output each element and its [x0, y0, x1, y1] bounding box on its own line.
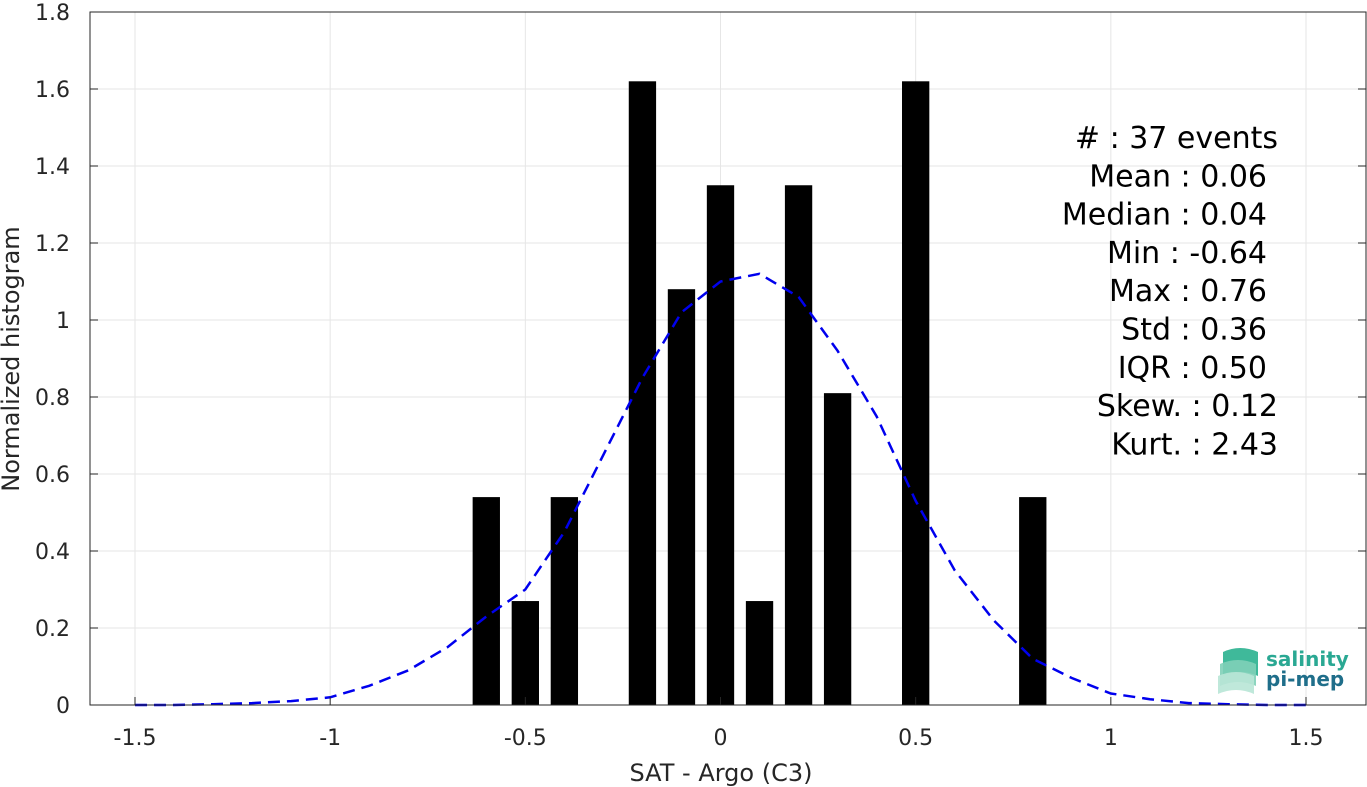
stat-line: IQR : 0.50: [1118, 351, 1267, 386]
stat-line: Std : 0.36: [1121, 313, 1267, 348]
histogram-bar: [1019, 497, 1047, 705]
x-tick-label: 0.5: [898, 726, 933, 751]
y-tick-label: 0.8: [35, 386, 70, 411]
histogram-bar: [472, 497, 500, 705]
x-tick-label: 1: [1104, 726, 1118, 751]
y-tick-labels: 0 0.2 0.4 0.6 0.8 1 1.2 1.4 1.6 1.8: [35, 1, 70, 719]
ticks: [90, 11, 1366, 706]
logo-line1: salinity: [1266, 647, 1349, 671]
x-tick-label: -0.5: [504, 726, 547, 751]
stat-line: Min : -0.64: [1107, 236, 1267, 271]
y-tick-label: 0: [56, 694, 70, 719]
salinity-pimep-logo: salinity pi-mep: [1218, 647, 1349, 694]
histogram-bar: [550, 497, 579, 705]
x-tick-label: -1: [319, 726, 341, 751]
stat-line: Median : 0.04: [1062, 198, 1267, 233]
x-tick-label: 1.5: [1289, 726, 1324, 751]
histogram-bar: [784, 185, 813, 705]
histogram-bar: [902, 81, 930, 706]
axes-box: [89, 11, 1367, 706]
stat-line: # : 37 events: [1075, 121, 1278, 156]
bars: [472, 81, 1047, 706]
y-tick-label: 1.8: [35, 1, 70, 26]
stat-line: Skew. : 0.12: [1097, 389, 1278, 424]
stat-line: Max : 0.76: [1109, 274, 1267, 309]
stat-line: Mean : 0.06: [1089, 159, 1267, 194]
x-tick-labels: -1.5 -1 -0.5 0 0.5 1 1.5: [114, 726, 1324, 751]
y-axis-label: Normalized histogram: [0, 226, 25, 491]
x-tick-label: -1.5: [114, 726, 157, 751]
y-tick-label: 1.2: [35, 232, 70, 257]
histogram-bar: [706, 185, 735, 705]
x-tick-label: 0: [714, 726, 728, 751]
histogram-bar: [511, 601, 539, 705]
histogram-bar: [745, 601, 774, 705]
histogram-bar: [628, 81, 657, 706]
y-tick-label: 1: [56, 309, 70, 334]
stat-line: Kurt. : 2.43: [1111, 427, 1278, 462]
y-tick-label: 1.4: [35, 155, 70, 180]
y-tick-label: 0.4: [35, 540, 70, 565]
logo-line2: pi-mep: [1266, 667, 1344, 691]
x-axis-label: SAT - Argo (C3): [630, 759, 813, 787]
y-tick-label: 0.6: [35, 463, 70, 488]
y-tick-label: 0.2: [35, 617, 70, 642]
y-tick-label: 1.6: [35, 78, 70, 103]
histogram-bar: [667, 289, 696, 705]
logo-waves-icon: [1218, 648, 1258, 694]
histogram-bar: [823, 393, 852, 705]
